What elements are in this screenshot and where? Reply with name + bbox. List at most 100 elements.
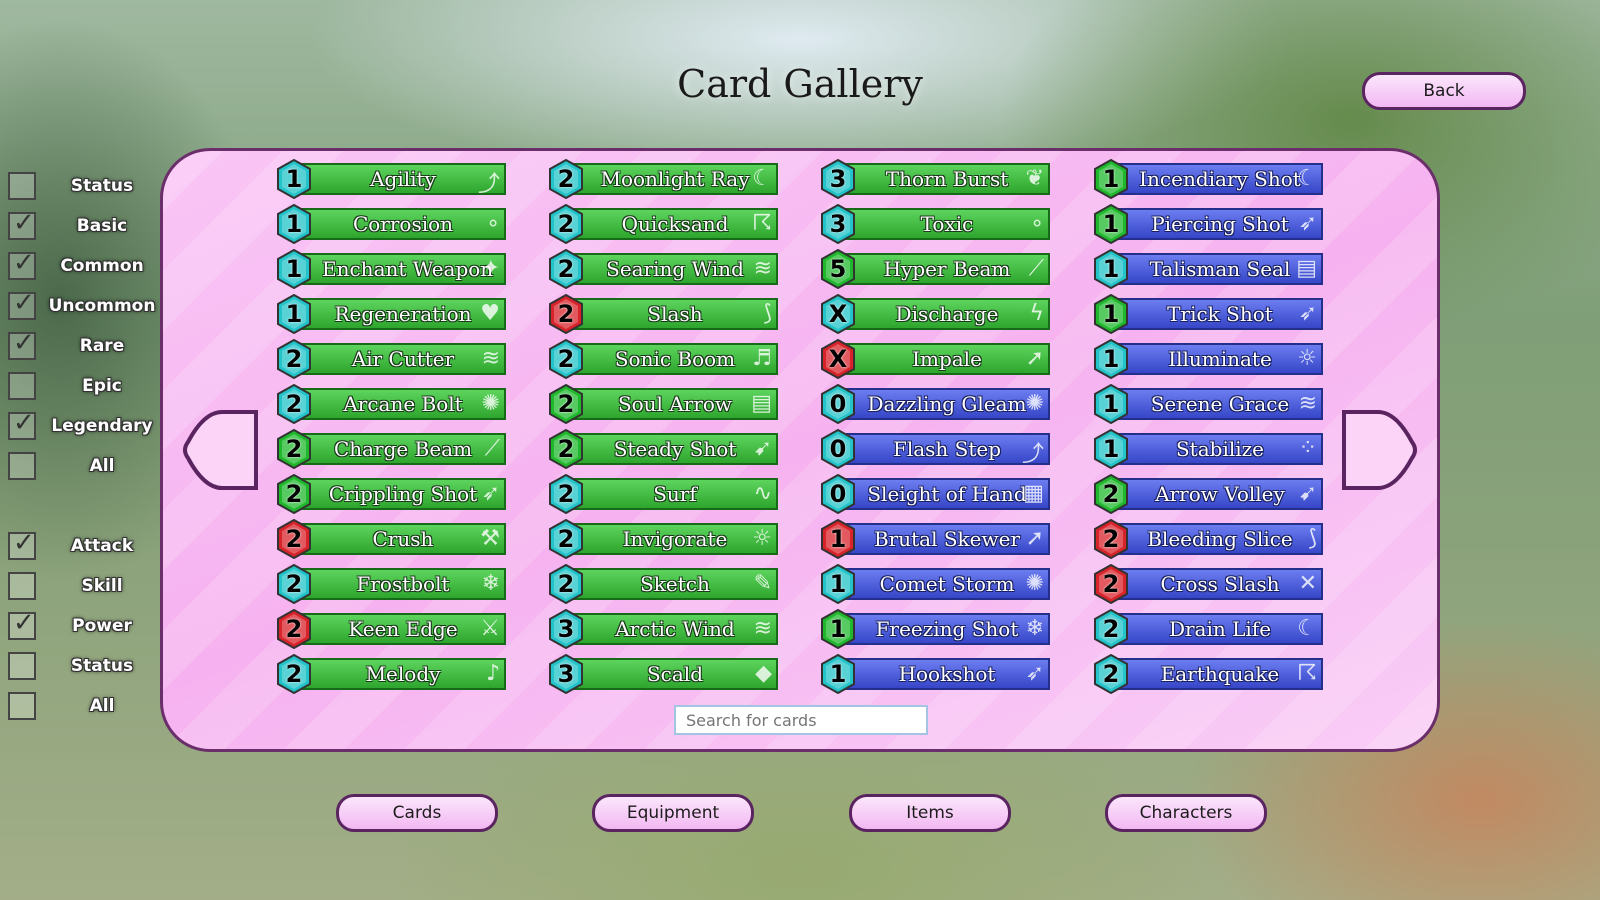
card-name: Sleight of Hand <box>867 482 1027 506</box>
next-page-arrow[interactable] <box>1338 406 1422 494</box>
card-crippling-shot[interactable]: Crippling Shot ➶ 2 <box>276 473 508 515</box>
filter-checkbox[interactable] <box>8 172 36 200</box>
filter-rarity-status[interactable]: Status <box>8 170 158 204</box>
card-banner: Cross Slash ✕ <box>1107 568 1323 600</box>
card-drain-life[interactable]: Drain Life ☾ 2 <box>1093 608 1325 650</box>
cards-icon: ▦ <box>1023 481 1044 506</box>
filter-type-all[interactable]: All <box>8 690 158 724</box>
filter-checkbox[interactable]: ✓ <box>8 248 36 280</box>
filter-checkbox[interactable]: ✓ <box>8 528 36 560</box>
card-banner: Stabilize ⁘ <box>1107 433 1323 465</box>
filter-rarity-epic[interactable]: Epic <box>8 370 158 404</box>
card-cross-slash[interactable]: Cross Slash ✕ 2 <box>1093 563 1325 605</box>
card-air-cutter[interactable]: Air Cutter ≋ 2 <box>276 338 508 380</box>
cost-gem-icon: 3 <box>548 608 584 650</box>
card-sleight-of-hand[interactable]: Sleight of Hand ▦ 0 <box>820 473 1052 515</box>
filter-checkbox[interactable] <box>8 572 36 600</box>
card-earthquake[interactable]: Earthquake ☈ 2 <box>1093 653 1325 695</box>
card-talisman-seal[interactable]: Talisman Seal ▤ 1 <box>1093 248 1325 290</box>
tab-items[interactable]: Items <box>849 794 1011 832</box>
card-piercing-shot[interactable]: Piercing Shot ➶ 1 <box>1093 203 1325 245</box>
card-frostbolt[interactable]: Frostbolt ❄ 2 <box>276 563 508 605</box>
card-quicksand[interactable]: Quicksand ☈ 2 <box>548 203 780 245</box>
filter-checkbox[interactable] <box>8 452 36 480</box>
card-brutal-skewer[interactable]: Brutal Skewer ➚ 1 <box>820 518 1052 560</box>
card-comet-storm[interactable]: Comet Storm ✺ 1 <box>820 563 1052 605</box>
tab-characters[interactable]: Characters <box>1105 794 1267 832</box>
card-toxic[interactable]: Toxic ∘ 3 <box>820 203 1052 245</box>
card-steady-shot[interactable]: Steady Shot ➹ 2 <box>548 428 780 470</box>
card-agility[interactable]: Agility ⤴ 1 <box>276 158 508 200</box>
card-sketch[interactable]: Sketch ✎ 2 <box>548 563 780 605</box>
card-moonlight-ray[interactable]: Moonlight Ray ☾ 2 <box>548 158 780 200</box>
card-banner: Quicksand ☈ <box>562 208 778 240</box>
tab-cards[interactable]: Cards <box>336 794 498 832</box>
card-name: Earthquake <box>1160 662 1280 686</box>
card-arcane-bolt[interactable]: Arcane Bolt ✺ 2 <box>276 383 508 425</box>
card-arctic-wind[interactable]: Arctic Wind ≋ 3 <box>548 608 780 650</box>
card-impale[interactable]: Impale ➚ X <box>820 338 1052 380</box>
card-hyper-beam[interactable]: Hyper Beam ⟋ 5 <box>820 248 1052 290</box>
filter-rarity-all[interactable]: All <box>8 450 158 484</box>
card-banner: Incendiary Shot ☾ <box>1107 163 1323 195</box>
card-corrosion[interactable]: Corrosion ∘ 1 <box>276 203 508 245</box>
card-name: Enchant Weapon <box>322 257 494 281</box>
card-freezing-shot[interactable]: Freezing Shot ❄ 1 <box>820 608 1052 650</box>
card-thorn-burst[interactable]: Thorn Burst ❦ 3 <box>820 158 1052 200</box>
beam-icon: ⟋ <box>1028 256 1044 281</box>
filter-rarity-uncommon[interactable]: ✓ Uncommon <box>8 288 158 324</box>
card-invigorate[interactable]: Invigorate ☼ 2 <box>548 518 780 560</box>
card-surf[interactable]: Surf ∿ 2 <box>548 473 780 515</box>
filter-rarity-rare[interactable]: ✓ Rare <box>8 328 158 364</box>
card-name: Hyper Beam <box>883 257 1011 281</box>
card-stabilize[interactable]: Stabilize ⁘ 1 <box>1093 428 1325 470</box>
card-keen-edge[interactable]: Keen Edge ⚔ 2 <box>276 608 508 650</box>
card-discharge[interactable]: Discharge ϟ X <box>820 293 1052 335</box>
card-crush[interactable]: Crush ⚒ 2 <box>276 518 508 560</box>
card-cost: 2 <box>285 570 303 598</box>
filter-rarity-common[interactable]: ✓ Common <box>8 248 158 284</box>
filter-type-attack[interactable]: ✓ Attack <box>8 528 158 564</box>
card-regeneration[interactable]: Regeneration ♥ 1 <box>276 293 508 335</box>
card-illuminate[interactable]: Illuminate ☼ 1 <box>1093 338 1325 380</box>
card-bleeding-slice[interactable]: Bleeding Slice ⟆ 2 <box>1093 518 1325 560</box>
card-cost: X <box>828 345 848 373</box>
search-input[interactable] <box>674 705 928 735</box>
filter-checkbox[interactable]: ✓ <box>8 608 36 640</box>
filter-checkbox[interactable] <box>8 692 36 720</box>
card-charge-beam[interactable]: Charge Beam ⟋ 2 <box>276 428 508 470</box>
filter-rarity-legendary[interactable]: ✓ Legendary <box>8 408 158 444</box>
card-trick-shot[interactable]: Trick Shot ➶ 1 <box>1093 293 1325 335</box>
filter-checkbox[interactable]: ✓ <box>8 328 36 360</box>
card-cost: 2 <box>285 345 303 373</box>
card-scald[interactable]: Scald ◆ 3 <box>548 653 780 695</box>
card-incendiary-shot[interactable]: Incendiary Shot ☾ 1 <box>1093 158 1325 200</box>
cost-gem-icon: 1 <box>276 158 312 200</box>
filter-checkbox[interactable]: ✓ <box>8 208 36 240</box>
filter-checkbox[interactable]: ✓ <box>8 408 36 440</box>
prev-page-arrow[interactable] <box>178 406 262 494</box>
card-searing-wind[interactable]: Searing Wind ≋ 2 <box>548 248 780 290</box>
card-hookshot[interactable]: Hookshot ➶ 1 <box>820 653 1052 695</box>
card-arrow-volley[interactable]: Arrow Volley ➹ 2 <box>1093 473 1325 515</box>
filter-checkbox[interactable] <box>8 372 36 400</box>
card-enchant-weapon[interactable]: Enchant Weapon ✦ 1 <box>276 248 508 290</box>
card-dazzling-gleam[interactable]: Dazzling Gleam ✺ 0 <box>820 383 1052 425</box>
filter-checkbox[interactable] <box>8 652 36 680</box>
filter-rarity-basic[interactable]: ✓ Basic <box>8 208 158 244</box>
card-sonic-boom[interactable]: Sonic Boom ♬ 2 <box>548 338 780 380</box>
filter-type-power[interactable]: ✓ Power <box>8 608 158 644</box>
cost-gem-icon: 3 <box>548 653 584 695</box>
filter-type-status[interactable]: Status <box>8 650 158 684</box>
card-flash-step[interactable]: Flash Step ⤴ 0 <box>820 428 1052 470</box>
filter-checkbox[interactable]: ✓ <box>8 288 36 320</box>
tab-equipment[interactable]: Equipment <box>592 794 754 832</box>
card-serene-grace[interactable]: Serene Grace ≋ 1 <box>1093 383 1325 425</box>
card-banner: Earthquake ☈ <box>1107 658 1323 690</box>
card-soul-arrow[interactable]: Soul Arrow ▤ 2 <box>548 383 780 425</box>
back-button[interactable]: Back <box>1362 72 1526 110</box>
card-melody[interactable]: Melody ♪ 2 <box>276 653 508 695</box>
cost-gem-icon: 1 <box>820 518 856 560</box>
card-slash[interactable]: Slash ⟆ 2 <box>548 293 780 335</box>
filter-type-skill[interactable]: Skill <box>8 570 158 604</box>
